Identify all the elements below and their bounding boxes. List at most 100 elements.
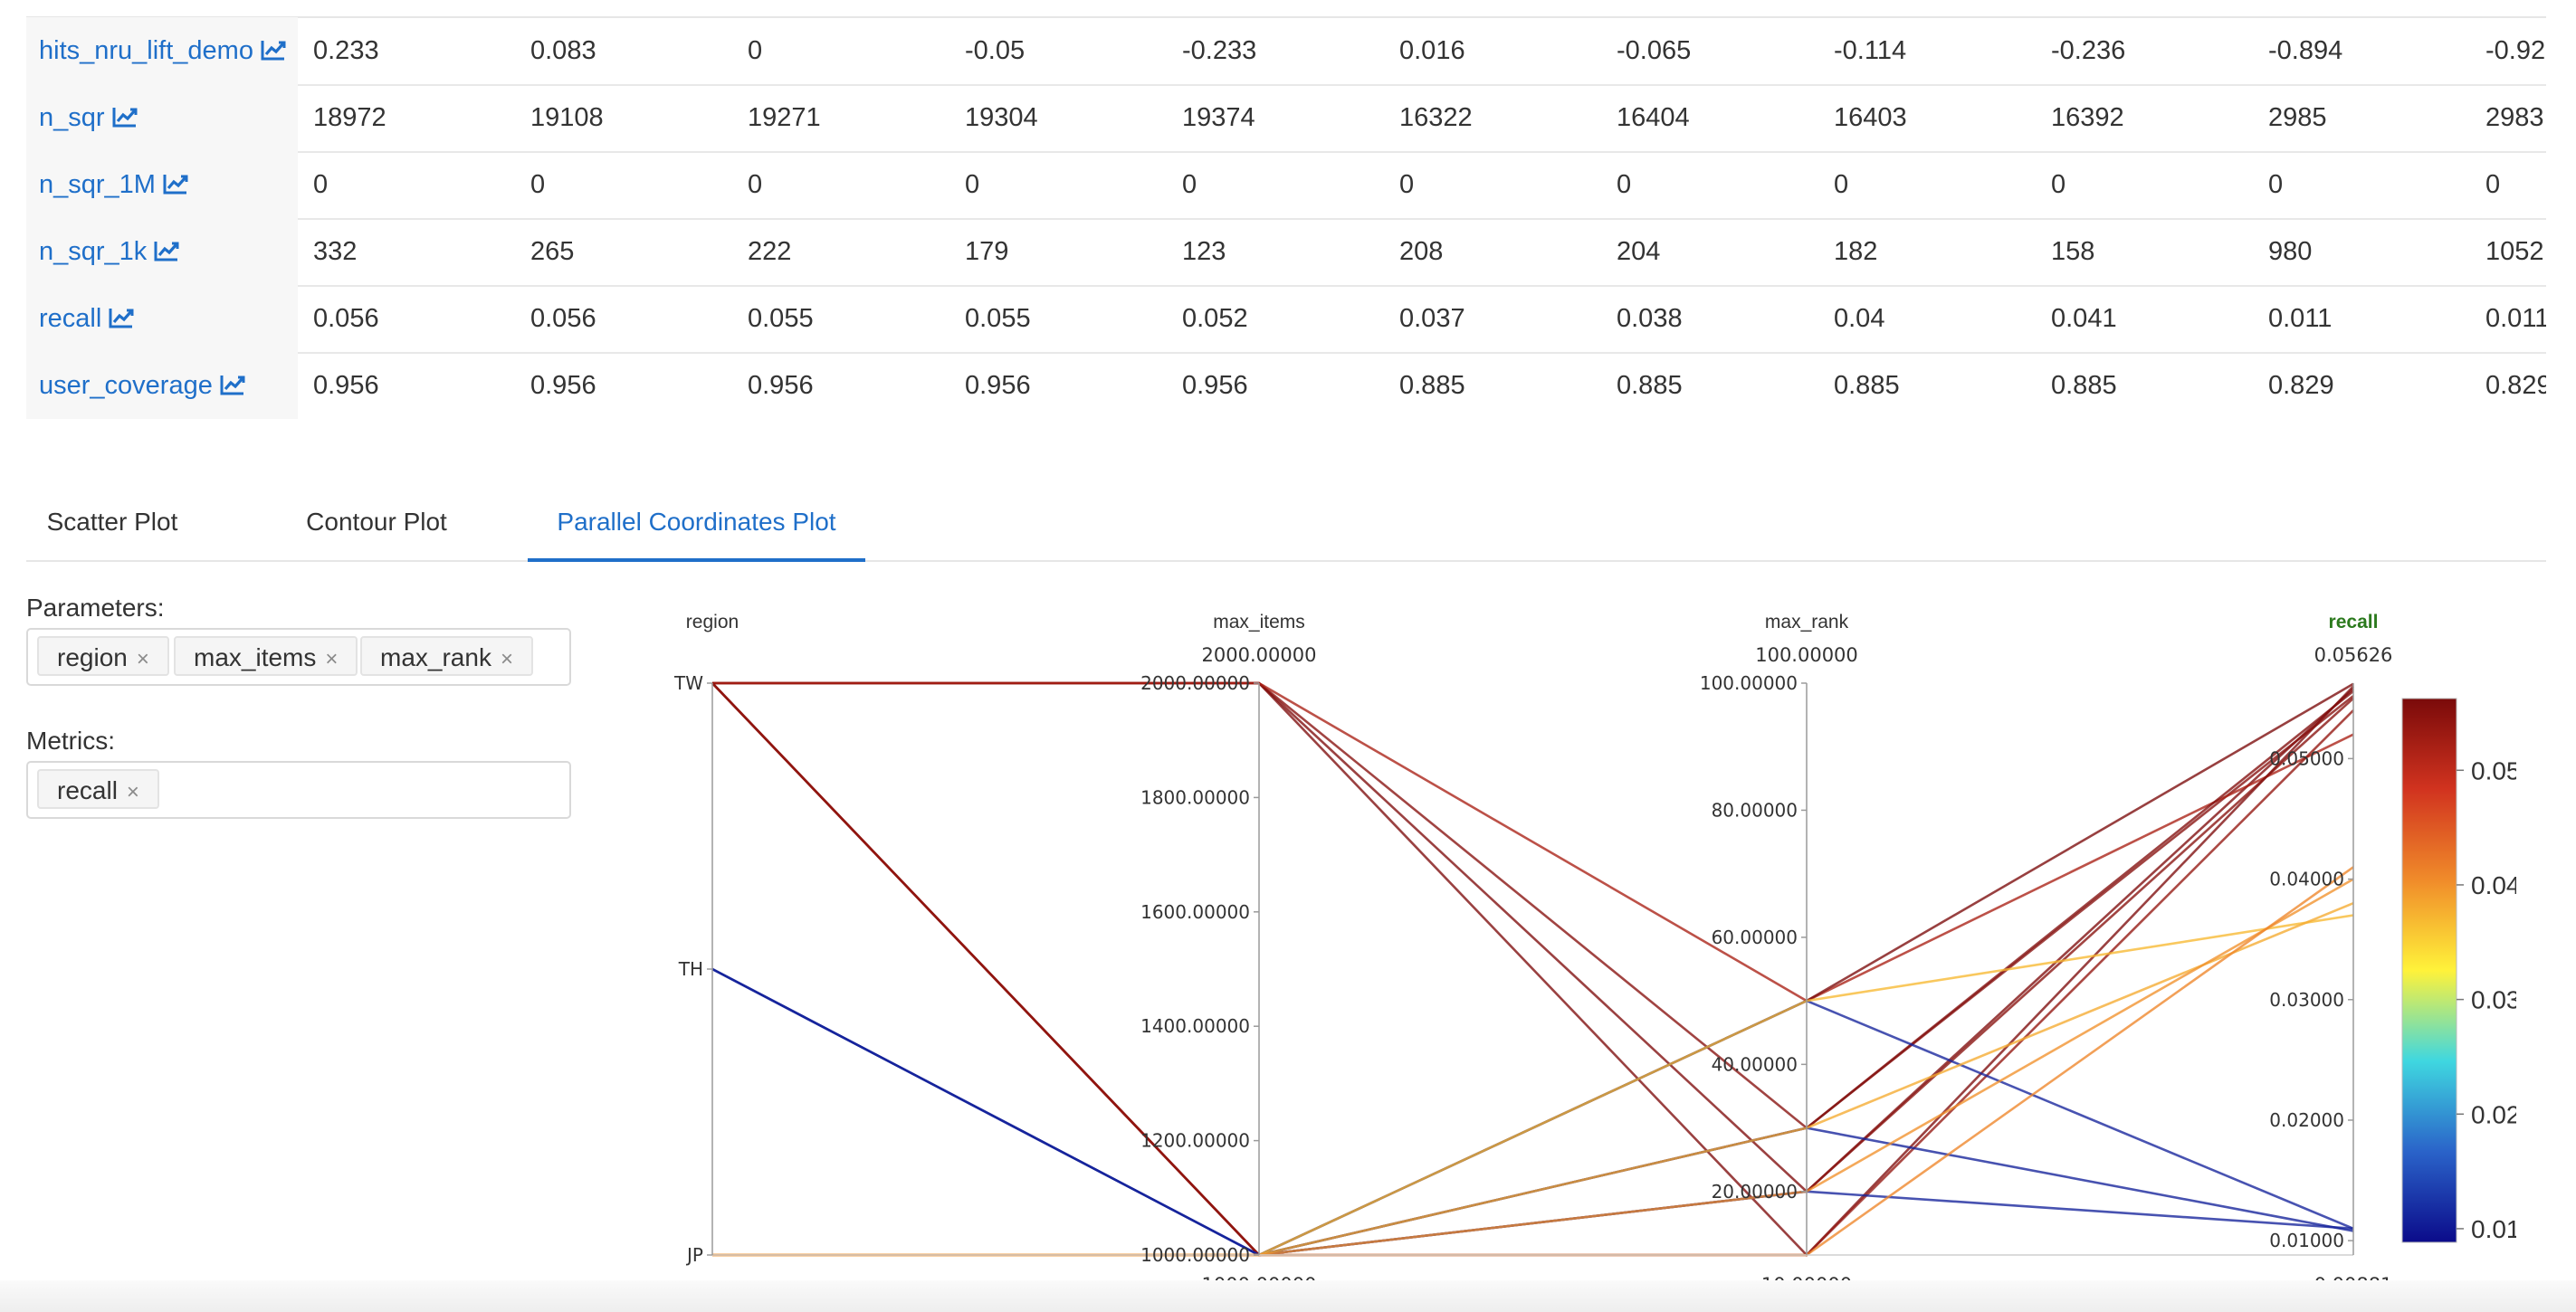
line-chart-icon[interactable] [261,39,286,61]
metric-name-link[interactable]: recall [39,285,134,352]
table-cell: 0.04 [1834,304,1885,333]
row-header: recall [26,285,298,352]
row-header: n_sqr_1M [26,151,298,218]
table-cell: 0 [748,170,763,199]
table-cell: 1052 [2485,237,2544,266]
plot-axes: region TW TH JP max_items 2000.00000 1000.0000… [673,612,2392,1294]
axis-title: max_rank [1765,612,1849,632]
table-cell: 0 [1617,170,1632,199]
table-cell: 19304 [965,103,1038,132]
table-cell: 182 [1834,237,1878,266]
table-cell: 0.055 [748,304,814,333]
tick-label: TW [673,672,703,694]
table-cell: 0.956 [1182,371,1248,400]
row-header: user_coverage [26,352,298,419]
tick-label: 0.04000 [2269,869,2344,890]
table-cell: 0 [313,170,329,199]
table-row: user_coverage 0.956 0.956 0.956 0.956 0.956 0.… [26,352,2546,419]
chip-max-items[interactable]: max_items × [174,636,358,676]
table-cell: 0.055 [965,304,1031,333]
axis-recall[interactable]: recall0.056260.008810.050000.040000.0300… [2269,612,2392,1294]
line-chart-icon[interactable] [154,240,179,261]
table-cell: 16322 [1399,103,1473,132]
metric-name: recall [39,304,102,333]
chip-label: max_rank [380,643,491,671]
remove-icon[interactable]: × [126,780,139,804]
colorbar-gradient [2401,698,2457,1243]
chip-max-rank[interactable]: max_rank × [360,636,533,676]
axis-title: recall [2329,612,2379,632]
table-cell: 0.016 [1399,36,1465,65]
chip-region[interactable]: region × [37,636,169,676]
metrics-select[interactable]: recall × [26,761,571,819]
table-cell: -0.233 [1182,36,1257,65]
table-cell: -0.065 [1617,36,1692,65]
metric-name-link[interactable]: hits_nru_lift_demo [39,17,286,84]
table-cell: 0 [2485,170,2501,199]
table-cell: 2985 [2268,103,2327,132]
line-chart-icon[interactable] [112,106,138,128]
page-bottom-edge [0,1280,2576,1312]
line-chart-icon[interactable] [220,374,245,395]
metrics-label: Metrics: [26,727,115,755]
table-cell: 0.885 [2051,371,2117,400]
tab-scatter-plot[interactable]: Scatter Plot [46,508,178,536]
parameters-select[interactable]: region × max_items × max_rank × [26,628,571,686]
table-cell: 0.056 [530,304,596,333]
table-row: n_sqr 18972 19108 19271 19304 19374 16322 16404… [26,84,2546,153]
data-line [712,878,2354,1257]
table-cell: 16404 [1617,103,1690,132]
metric-name-link[interactable]: user_coverage [39,352,245,419]
data-line [711,967,2354,1257]
remove-icon[interactable]: × [325,647,339,671]
chip-label: region [57,643,128,671]
metric-name: n_sqr [39,103,105,132]
remove-icon[interactable]: × [500,647,513,671]
table-cell: 0 [1834,170,1849,199]
tick-label: JP [685,1244,703,1266]
table-cell: 0 [748,36,763,65]
table-row: recall 0.056 0.056 0.055 0.055 0.052 0.037 0.03… [26,285,2546,354]
metric-name-link[interactable]: n_sqr [39,84,138,151]
table-cell: 0.956 [748,371,814,400]
tick-label: 1400.00000 [1140,1015,1250,1037]
remove-icon[interactable]: × [136,647,149,671]
row-header: hits_nru_lift_demo [26,17,298,84]
table-cell: -0.894 [2268,36,2343,65]
axis-max-label: 0.05626 [2314,644,2393,666]
metrics-table: hits_nru_lift_demo 0.233 0.083 0 -0.05 -0.233… [26,0,2546,452]
table-cell: 204 [1617,237,1661,266]
table-cell: 0 [2051,170,2066,199]
table-cell: 19374 [1182,103,1255,132]
table-cell: 0 [1182,170,1197,199]
metric-name: n_sqr_1k [39,237,148,266]
data-line [712,681,2354,1003]
table-cell: 980 [2268,237,2313,266]
axis-region[interactable]: region TW TH JP [673,612,739,1266]
table-cell: 0.829 [2268,371,2334,400]
table-cell: 19108 [530,103,604,132]
data-lines [711,681,2354,1257]
data-line [712,681,2354,1193]
colorbar-tick-label: 0.03 [2471,986,2516,1014]
metric-name-link[interactable]: n_sqr_1M [39,151,188,218]
tick-label: 60.00000 [1712,927,1798,948]
metric-name-link[interactable]: n_sqr_1k [39,218,179,285]
tick-label: 0.03000 [2269,989,2344,1011]
table-row: n_sqr_1k 332 265 222 179 123 208 204 182 158 980 10… [26,218,2546,287]
colorbar-tick-label: 0.05 [2471,756,2516,784]
table-cell: 0.083 [530,36,596,65]
table-cell: 0 [965,170,980,199]
line-chart-icon[interactable] [109,307,134,328]
table-cell: 0.056 [313,304,379,333]
table-cell: 0.038 [1617,304,1683,333]
parallel-coordinates-plot[interactable]: region TW TH JP max_items 2000.00000 1000.0000… [634,597,2516,1294]
line-chart-icon[interactable] [163,173,188,195]
table-cell: 0.829 [2485,371,2546,400]
tab-contour-plot[interactable]: Contour Plot [306,508,447,536]
tab-parallel-coordinates-plot[interactable]: Parallel Coordinates Plot [528,494,865,562]
data-line [712,914,2354,1257]
table-cell: 0.233 [313,36,379,65]
table-row: n_sqr_1M 0 0 0 0 0 0 0 0 0 0 0 [26,151,2546,220]
chip-recall[interactable]: recall × [37,769,159,809]
